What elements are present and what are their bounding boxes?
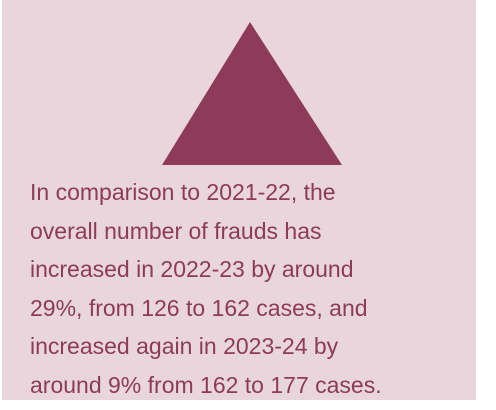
text-line: around 9% from 162 to 177 cases. (30, 371, 382, 398)
text-line: In comparison to 2021-22, the (30, 179, 336, 205)
text-line: increased again in 2023-24 by (30, 333, 339, 359)
text-line: overall number of frauds has (30, 217, 322, 244)
triangle-icon (162, 22, 342, 165)
description: In comparison to 2021-22, the overall num… (30, 173, 382, 404)
card: In comparison to 2021-22, the overall num… (2, 0, 476, 400)
text-line: increased in 2022-23 by around (30, 256, 354, 282)
text-line: 29%, from 126 to 162 cases, and (30, 294, 368, 321)
triangle (162, 22, 342, 165)
